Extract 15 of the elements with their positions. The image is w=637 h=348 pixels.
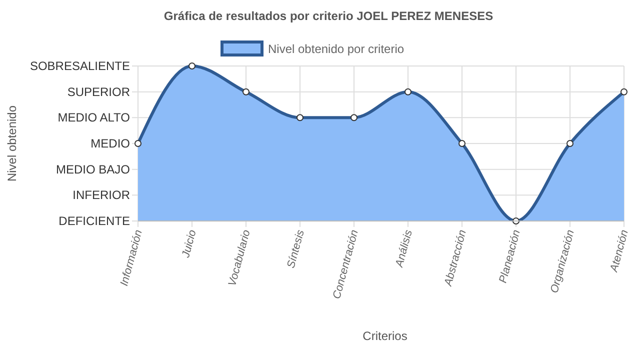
- text: MEDIO: [90, 136, 130, 150]
- x-tick-label: Juicio: [180, 228, 199, 260]
- text: Nivel obtenido: [5, 105, 19, 182]
- text: INFERIOR: [72, 188, 130, 202]
- text: MEDIO BAJO: [56, 162, 130, 176]
- x-tick-label: Análisis: [393, 228, 416, 270]
- text: SUPERIOR: [67, 84, 130, 99]
- text: SOBRESALIENTE: [30, 59, 130, 73]
- x-tick-label: Síntesis: [285, 228, 308, 270]
- x-tick-label: Atención: [608, 228, 631, 274]
- chart-title: Gráfica de resultados por criterio JOEL PEREZ MENESES: [164, 9, 494, 23]
- x-axis-title: Criterios: [362, 329, 408, 343]
- text: DEFICIENTE: [58, 214, 130, 228]
- legend-label: Nivel obtenido por criterio: [268, 42, 404, 56]
- text: MEDIO ALTO: [58, 110, 130, 125]
